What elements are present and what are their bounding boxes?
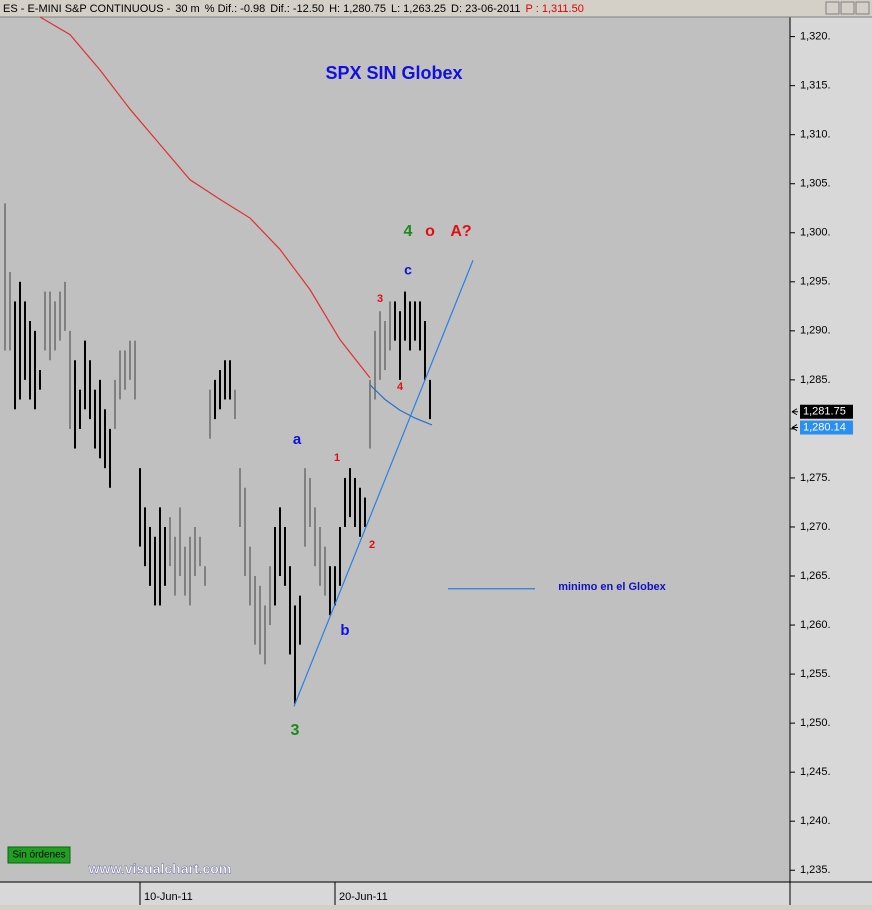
- y-tick-label: 1,260.: [800, 619, 831, 631]
- wave-label: 1: [334, 452, 340, 464]
- price-tag: [800, 420, 853, 435]
- wave-label: minimo en el Globex: [558, 581, 666, 593]
- minimize-button[interactable]: [825, 1, 840, 15]
- x-tick-label: 20-Jun-11: [339, 891, 388, 903]
- status-text: Sin órdenes: [12, 850, 65, 861]
- wave-label: 3: [291, 722, 300, 739]
- header: ES - E-MINI S&P CONTINUOUS - 30 m % Dif.: …: [3, 3, 584, 15]
- y-tick-label: 1,255.: [800, 668, 831, 680]
- wave-label: o: [425, 223, 435, 240]
- wave-label: 4: [404, 223, 413, 240]
- wave-label: b: [340, 622, 349, 639]
- wave-label: A?: [450, 223, 471, 240]
- plot-layer: [4, 16, 535, 707]
- header-field: H: 1,280.75: [329, 3, 386, 15]
- price-tag: [800, 404, 853, 419]
- maximize-button[interactable]: [840, 1, 855, 15]
- y-tick-label: 1,240.: [800, 815, 831, 827]
- plot-area: [0, 17, 790, 882]
- wave-label: c: [404, 262, 412, 278]
- wave-label: 4: [397, 381, 404, 393]
- wave-label: 2: [369, 539, 375, 551]
- chart-title: SPX SIN Globex: [325, 63, 462, 83]
- status-box: [7, 846, 71, 864]
- y-tick-label: 1,320.: [800, 31, 831, 43]
- y-tick-label: 1,310.: [800, 129, 831, 141]
- price-tag-label: 1,280.14: [803, 421, 846, 433]
- overlay-line: [369, 384, 433, 426]
- window-buttons: [825, 1, 870, 15]
- y-tick-label: 1,290.: [800, 325, 831, 337]
- price-tag-arrow: [791, 424, 798, 431]
- y-tick-label: 1,270.: [800, 521, 831, 533]
- wave-label: 3: [377, 293, 383, 305]
- y-tick-label: 1,235.: [800, 864, 831, 876]
- y-tick-label: 1,305.: [800, 178, 831, 190]
- price-tag-arrow: [791, 408, 798, 416]
- wave-label: a: [293, 431, 302, 448]
- y-tick-label: 1,250.: [800, 717, 831, 729]
- y-tick-label: 1,315.: [800, 80, 831, 92]
- overlay-line: [39, 16, 371, 379]
- header-field: D: 23-06-2011: [451, 3, 521, 15]
- y-tick-label: 1,300.: [800, 227, 831, 239]
- y-tick-label: 1,245.: [800, 766, 831, 778]
- header-field: 30 m: [175, 3, 199, 15]
- close-button[interactable]: [855, 1, 870, 15]
- header-field: L: 1,263.25: [391, 3, 446, 15]
- header-field: % Dif.: -0.98: [205, 3, 266, 15]
- header-field: Dif.: -12.50: [270, 3, 324, 15]
- overlay-line: [293, 259, 474, 707]
- y-axis-area: [791, 17, 872, 882]
- x-axis-area: [0, 883, 872, 905]
- price-tag-label: 1,281.75: [803, 406, 846, 418]
- y-tick-label: 1,275.: [800, 472, 831, 484]
- header-price: P : 1,311.50: [526, 3, 584, 15]
- x-tick-label: 10-Jun-11: [144, 891, 193, 903]
- header-field: ES - E-MINI S&P CONTINUOUS -: [3, 3, 171, 15]
- watermark: www.visualchart.com: [88, 861, 232, 877]
- y-tick-label: 1,285.: [800, 374, 831, 386]
- y-tick-label: 1,265.: [800, 570, 831, 582]
- y-tick-label: 1,295.: [800, 276, 831, 288]
